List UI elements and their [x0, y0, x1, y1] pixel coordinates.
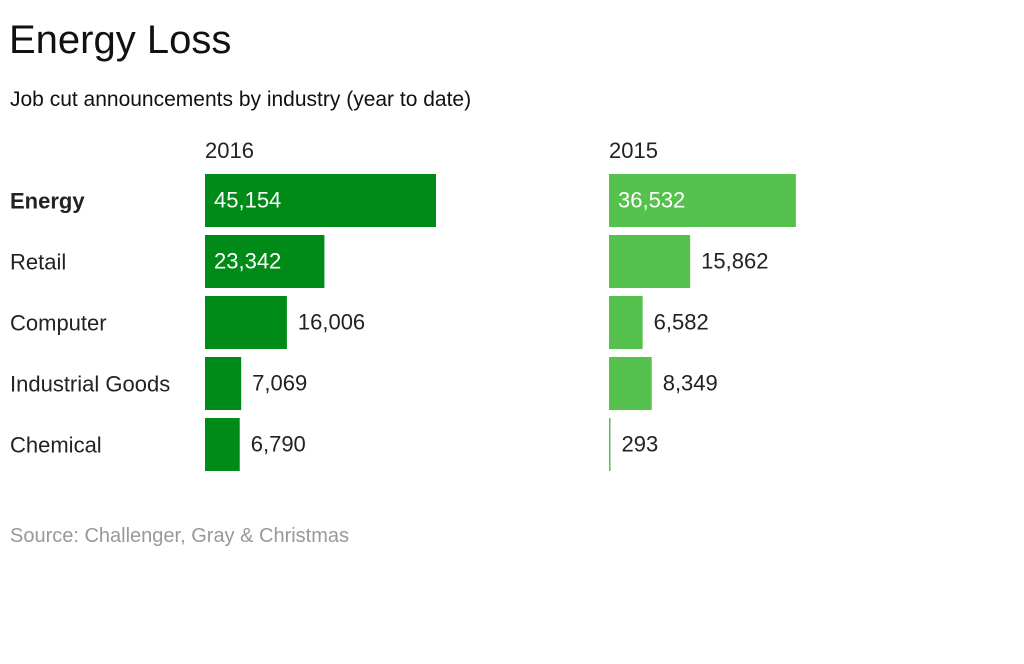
value-label-2016-computer: 16,006 [298, 310, 365, 335]
chart-subtitle: Job cut announcements by industry (year … [10, 88, 472, 111]
bar-2015-industrial-goods [609, 357, 652, 410]
bar-2016-retail [205, 235, 325, 288]
value-label-2015-retail: 15,862 [701, 249, 768, 274]
bar-2015-chemical [609, 418, 611, 471]
category-label-chemical: Chemical [10, 433, 102, 458]
bar-2016-computer [205, 296, 287, 349]
series-label-2016: 2016 [205, 138, 254, 163]
category-label-industrial-goods: Industrial Goods [10, 372, 170, 397]
category-label-computer: Computer [10, 311, 107, 336]
bar-2015-computer [609, 296, 643, 349]
panel-2015: 2015 36,532 15,862 6,582 8,349 293 [609, 138, 796, 471]
value-label-2015-industrial-goods: 8,349 [663, 371, 718, 396]
chart-panels: 2016 45,154 23,342 16,006 7,069 6,790 2015 36,5… [205, 138, 796, 471]
category-label-retail: Retail [10, 250, 66, 275]
series-label-2015: 2015 [609, 138, 658, 163]
value-label-2016-industrial-goods: 7,069 [252, 371, 307, 396]
chart-title: Energy Loss [9, 18, 232, 62]
bar-2016-chemical [205, 418, 240, 471]
bar-2016-energy [205, 174, 436, 227]
value-label-2016-retail: 23,342 [214, 249, 281, 274]
source-note: Source: Challenger, Gray & Christmas [10, 525, 350, 547]
panel-2016: 2016 45,154 23,342 16,006 7,069 6,790 [205, 138, 436, 471]
bar-2016-industrial-goods [205, 357, 242, 410]
bar-2015-retail [609, 235, 691, 288]
value-label-2015-chemical: 293 [622, 432, 659, 457]
value-label-2015-energy: 36,532 [618, 188, 685, 213]
value-label-2016-energy: 45,154 [214, 188, 281, 213]
value-label-2015-computer: 6,582 [654, 310, 709, 335]
bar-2015-energy [609, 174, 796, 227]
value-label-2016-chemical: 6,790 [251, 432, 306, 457]
category-labels: Energy Retail Computer Industrial Goods Chem… [10, 189, 170, 458]
category-label-energy: Energy [10, 189, 85, 214]
